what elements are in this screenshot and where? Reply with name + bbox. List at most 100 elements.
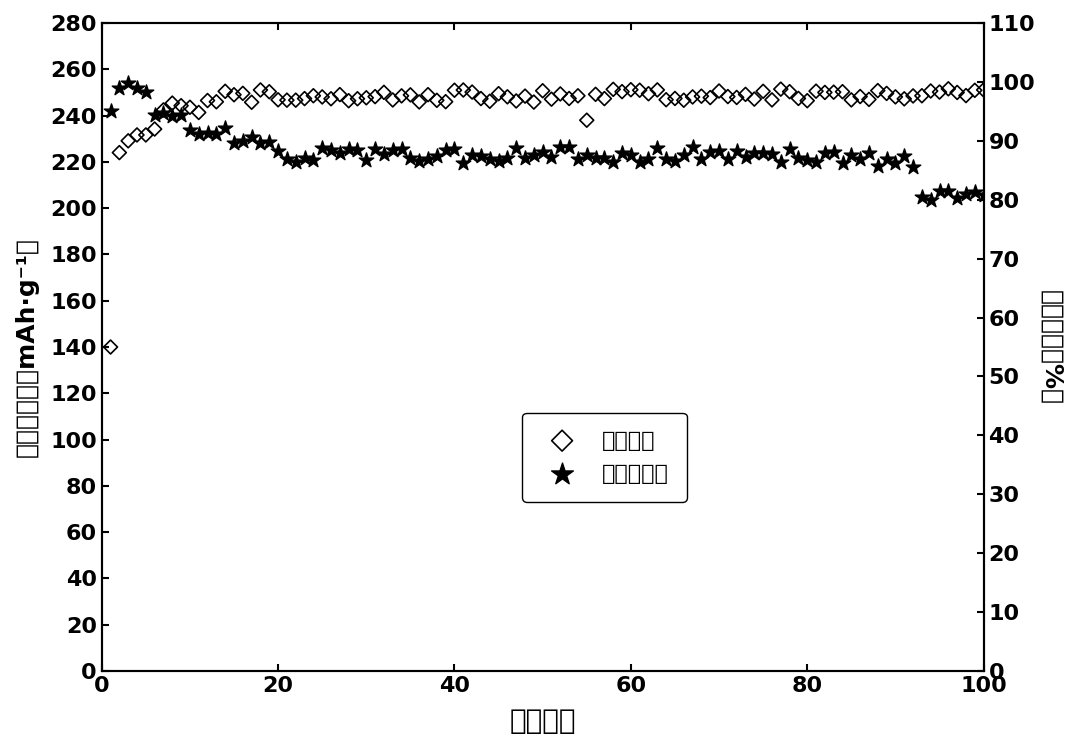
放电比容量: [799, 154, 816, 166]
库仑效率: [428, 94, 445, 106]
库仑效率: [683, 91, 701, 103]
放电比容量: [772, 155, 789, 167]
库仑效率: [622, 84, 639, 96]
库仑效率: [225, 88, 243, 101]
放电比容量: [737, 151, 755, 163]
库仑效率: [666, 92, 683, 104]
放电比容量: [155, 107, 172, 119]
库仑效率: [790, 92, 807, 104]
库仑效率: [508, 95, 525, 107]
库仑效率: [799, 94, 816, 106]
库仑效率: [887, 91, 904, 103]
放电比容量: [693, 153, 710, 165]
放电比容量: [508, 142, 525, 154]
库仑效率: [375, 86, 392, 98]
放电比容量: [622, 149, 639, 161]
库仑效率: [763, 94, 780, 106]
放电比容量: [887, 158, 904, 170]
库仑效率: [746, 93, 763, 105]
库仑效率: [516, 90, 534, 102]
放电比容量: [234, 135, 251, 147]
库仑效率: [675, 94, 692, 106]
库仑效率: [728, 92, 745, 104]
放电比容量: [225, 136, 243, 148]
库仑效率: [596, 92, 613, 104]
库仑效率: [578, 114, 595, 126]
库仑效率: [525, 96, 542, 108]
放电比容量: [393, 142, 411, 154]
放电比容量: [181, 124, 198, 136]
放电比容量: [975, 189, 992, 201]
放电比容量: [534, 146, 551, 158]
库仑效率: [966, 84, 983, 96]
放电比容量: [349, 144, 367, 156]
放电比容量: [305, 154, 322, 166]
库仑效率: [561, 92, 578, 104]
库仑效率: [137, 129, 154, 141]
库仑效率: [640, 88, 658, 100]
放电比容量: [816, 148, 833, 160]
库仑效率: [481, 95, 498, 107]
库仑效率: [243, 96, 260, 108]
放电比容量: [261, 136, 278, 148]
库仑效率: [164, 97, 181, 109]
库仑效率: [489, 88, 507, 100]
库仑效率: [843, 94, 860, 106]
放电比容量: [499, 152, 516, 164]
库仑效率: [340, 94, 357, 106]
库仑效率: [437, 96, 454, 108]
放电比容量: [904, 161, 922, 173]
库仑效率: [208, 96, 225, 108]
放电比容量: [896, 150, 913, 162]
放电比容量: [631, 156, 648, 168]
库仑效率: [586, 88, 604, 101]
库仑效率: [613, 86, 631, 98]
库仑效率: [552, 88, 569, 100]
放电比容量: [270, 145, 287, 157]
放电比容量: [869, 160, 886, 172]
放电比容量: [437, 144, 454, 156]
放电比容量: [543, 152, 561, 164]
库仑效率: [816, 86, 833, 98]
库仑效率: [896, 93, 913, 105]
放电比容量: [419, 153, 437, 165]
库仑效率: [146, 123, 163, 135]
放电比容量: [375, 148, 392, 160]
放电比容量: [922, 194, 939, 206]
放电比容量: [102, 105, 120, 117]
放电比容量: [172, 110, 190, 122]
Legend: 库仑效率, 放电比容量: 库仑效率, 放电比容量: [522, 413, 687, 502]
放电比容量: [596, 152, 613, 164]
库仑效率: [217, 86, 234, 98]
库仑效率: [949, 86, 966, 98]
放电比容量: [605, 157, 622, 169]
放电比容量: [825, 146, 842, 158]
放电比容量: [578, 149, 595, 161]
放电比容量: [728, 146, 745, 158]
放电比容量: [296, 152, 314, 164]
库仑效率: [913, 90, 930, 102]
库仑效率: [693, 90, 710, 102]
库仑效率: [931, 86, 949, 98]
放电比容量: [331, 147, 348, 159]
库仑效率: [649, 84, 666, 96]
放电比容量: [464, 148, 481, 160]
放电比容量: [852, 153, 869, 165]
库仑效率: [278, 94, 295, 106]
放电比容量: [957, 188, 975, 200]
库仑效率: [605, 83, 622, 95]
放电比容量: [640, 152, 658, 164]
放电比容量: [120, 77, 137, 89]
放电比容量: [913, 191, 930, 203]
放电比容量: [411, 155, 428, 167]
库仑效率: [111, 146, 128, 158]
放电比容量: [683, 141, 701, 153]
放电比容量: [807, 156, 825, 168]
库仑效率: [181, 101, 198, 113]
放电比容量: [322, 144, 340, 156]
放电比容量: [719, 153, 736, 165]
库仑效率: [772, 83, 789, 95]
库仑效率: [419, 88, 437, 101]
库仑效率: [331, 88, 348, 101]
放电比容量: [111, 82, 128, 94]
